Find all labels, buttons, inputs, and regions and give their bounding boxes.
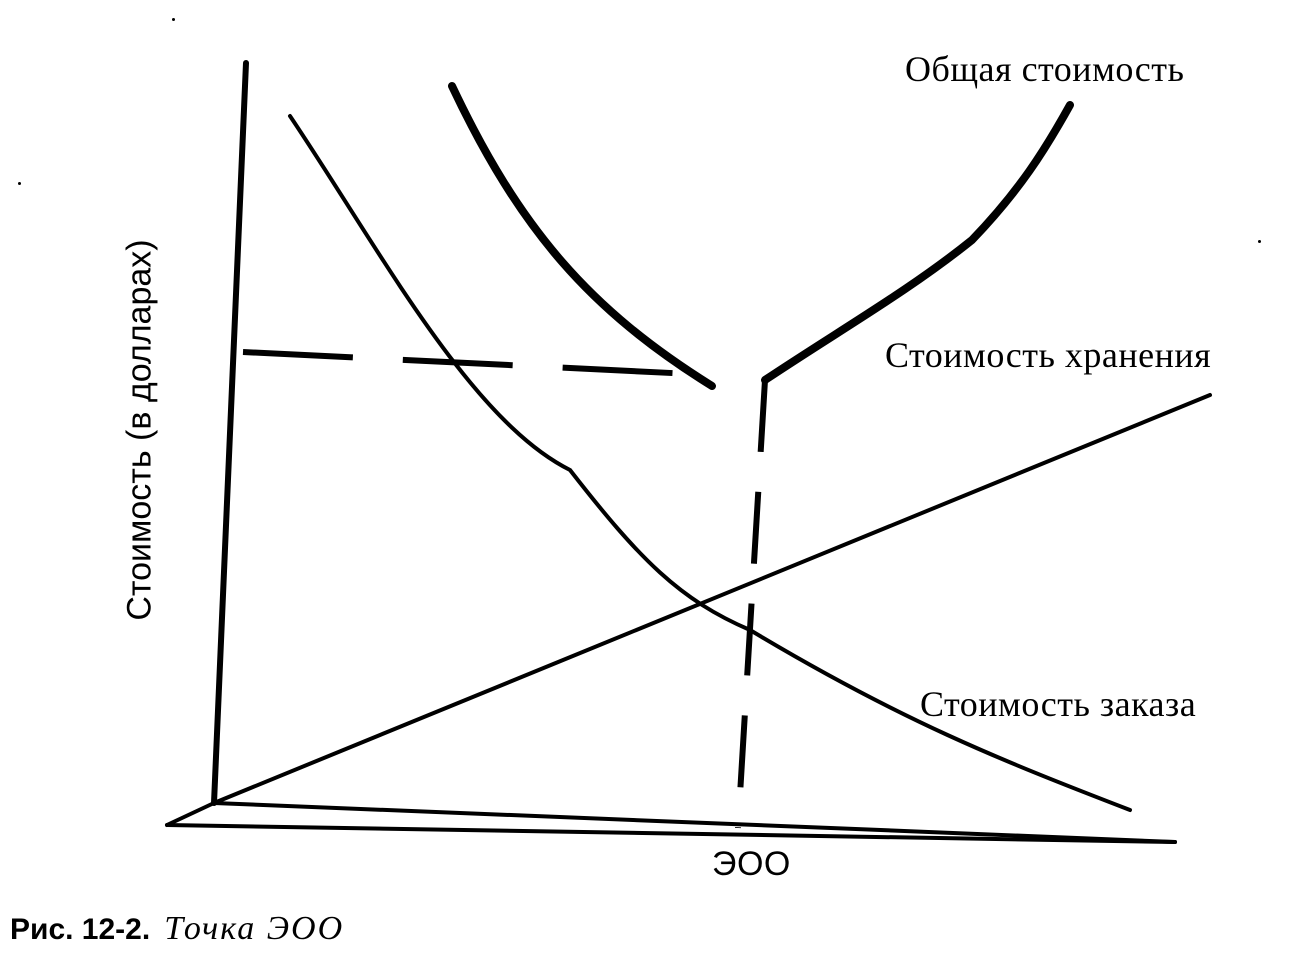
eoq-cost-dashed-line: [242, 349, 713, 378]
holding-cost-label: Стоимость хранения: [885, 335, 1212, 375]
caption-title: Точка ЭОО: [164, 910, 345, 947]
total-cost-curve-left: [448, 82, 716, 390]
eoq-marker-label: ЭОО: [712, 845, 791, 883]
eoq-dashed-line: [735, 379, 768, 829]
holding-cost-line: [212, 393, 1212, 805]
ordering-cost-label: Стоимость заказа: [920, 684, 1197, 724]
speck-mark: [18, 182, 21, 185]
y-axis: [211, 60, 249, 806]
figure-caption: Рис. 12-2. Точка ЭОО: [10, 910, 344, 948]
caption-prefix: Рис. 12-2.: [10, 913, 151, 946]
x-axis-top-edge: [212, 801, 1177, 844]
y-axis-label: Стоимость (в долларах): [120, 239, 159, 621]
ordering-cost-curve: [288, 114, 1132, 812]
total-cost-label: Общая стоимость: [905, 49, 1185, 89]
speck-mark: [1258, 240, 1261, 243]
x-axis-origin-join: [165, 801, 216, 827]
speck-mark: [172, 18, 175, 21]
total-cost-curve-right: [761, 101, 1074, 384]
x-axis: [165, 823, 1177, 844]
